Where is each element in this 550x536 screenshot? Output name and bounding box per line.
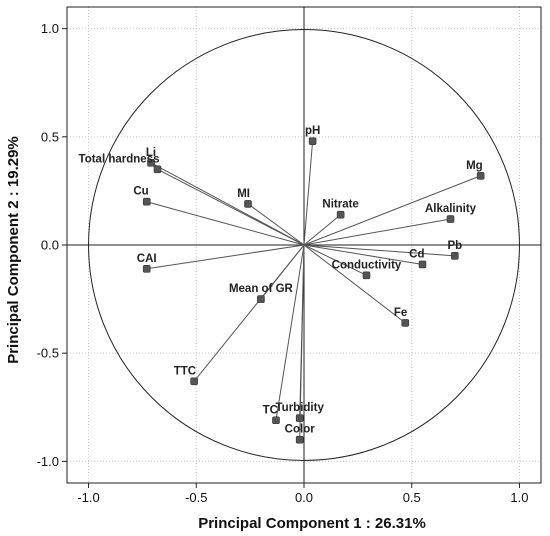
point-ttc bbox=[190, 377, 198, 386]
unit-circle bbox=[88, 29, 520, 461]
point-ph bbox=[308, 137, 317, 145]
vector-mg bbox=[303, 175, 481, 246]
point-nitrate bbox=[336, 210, 345, 219]
vector-ph bbox=[303, 141, 314, 246]
vector-ttc bbox=[193, 244, 305, 382]
label-ttc: TTC bbox=[174, 365, 196, 377]
point-color bbox=[295, 435, 304, 444]
point-cd bbox=[418, 260, 427, 269]
label-pb: Pb bbox=[447, 240, 462, 252]
x-axis-ticks: -1.0 -0.5 0.0 0.5 1.0 bbox=[77, 483, 528, 505]
y-axis-title: Principal Component 2 : 19.29% bbox=[5, 136, 22, 364]
label-cd: Cd bbox=[409, 248, 424, 260]
y-tick-label: -1.0 bbox=[37, 454, 59, 469]
vector-cu bbox=[146, 201, 305, 246]
vector-mi bbox=[247, 203, 305, 246]
x-tick-label: -0.5 bbox=[185, 490, 207, 505]
point-pb bbox=[451, 252, 459, 260]
label-color: Color bbox=[285, 424, 316, 436]
label-conductivity: Conductivity bbox=[332, 259, 402, 271]
vector-total-hardness bbox=[157, 168, 305, 246]
vector-alkalinity bbox=[303, 218, 451, 246]
y-tick-label: 1.0 bbox=[41, 21, 59, 36]
label-nitrate: Nitrate bbox=[322, 199, 358, 211]
point-cu bbox=[142, 197, 151, 206]
point-total-hardness bbox=[153, 165, 162, 174]
label-fe: Fe bbox=[394, 307, 407, 319]
label-turbidity: Turbidity bbox=[276, 402, 325, 414]
vector-conductivity bbox=[303, 244, 367, 276]
x-tick-label: 1.0 bbox=[510, 490, 528, 505]
label-mean-of-gr: Mean of GR bbox=[229, 283, 294, 295]
x-tick-label: 0.5 bbox=[403, 490, 421, 505]
label-cai: CAI bbox=[137, 253, 157, 265]
label-ph: pH bbox=[305, 125, 320, 137]
label-mg: Mg bbox=[466, 160, 483, 172]
vector-cd bbox=[303, 244, 423, 265]
label-mi: MI bbox=[237, 188, 250, 200]
vector-nitrate bbox=[303, 214, 341, 246]
label-cu: Cu bbox=[133, 186, 148, 198]
point-mg bbox=[476, 171, 485, 180]
vector-color bbox=[299, 244, 305, 440]
point-cai bbox=[142, 264, 151, 273]
point-li bbox=[147, 158, 155, 167]
y-tick-label: -0.5 bbox=[37, 346, 59, 361]
point-tc bbox=[272, 416, 280, 425]
label-tc: TC bbox=[263, 404, 278, 416]
point-mi bbox=[244, 200, 252, 208]
y-axis-ticks: -1.0 -0.5 0.0 0.5 1.0 bbox=[37, 21, 67, 469]
point-turbidity bbox=[295, 414, 304, 422]
vector-cai bbox=[146, 244, 305, 270]
y-tick-label: 0.5 bbox=[41, 129, 59, 144]
label-total-hardness: Total hardness bbox=[79, 153, 160, 165]
vector-tc bbox=[275, 244, 305, 421]
loading-points bbox=[142, 137, 485, 444]
x-tick-label: 0.0 bbox=[295, 490, 313, 505]
label-li: Li bbox=[146, 147, 156, 159]
x-tick-label: -1.0 bbox=[77, 490, 99, 505]
point-mean-of-gr bbox=[257, 295, 265, 303]
point-fe bbox=[401, 319, 410, 327]
vector-fe bbox=[303, 244, 406, 324]
loading-vectors bbox=[146, 141, 481, 440]
point-alkalinity bbox=[446, 215, 455, 223]
vector-pb bbox=[303, 244, 455, 257]
label-alkalinity: Alkalinity bbox=[425, 203, 477, 215]
y-tick-label: 0.0 bbox=[41, 238, 59, 253]
point-conductivity bbox=[362, 271, 371, 280]
x-axis-title: Principal Component 1 : 26.31% bbox=[198, 515, 426, 532]
